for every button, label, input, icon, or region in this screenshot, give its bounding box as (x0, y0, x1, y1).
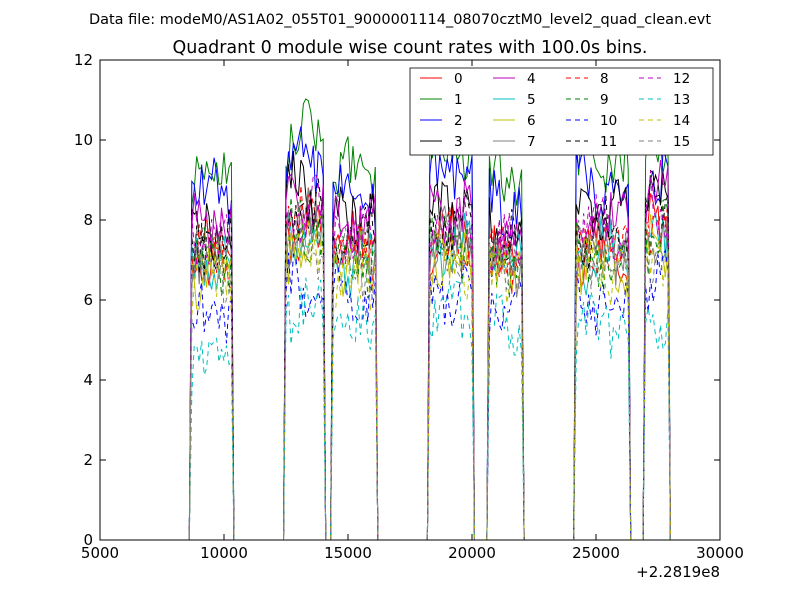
legend-label-1: 1 (454, 92, 463, 108)
legend-label-3: 3 (454, 134, 463, 150)
legend-label-10: 10 (600, 113, 617, 129)
y-tick-label: 12 (74, 51, 93, 69)
y-tick-label: 2 (83, 451, 93, 469)
legend-label-7: 7 (527, 134, 536, 150)
x-tick-label: 30000 (696, 544, 744, 562)
legend-label-5: 5 (527, 92, 536, 108)
series-line-9 (188, 197, 671, 541)
series-line-11 (188, 169, 671, 541)
legend-label-2: 2 (454, 113, 463, 129)
y-tick-label: 6 (83, 291, 93, 309)
y-tick-label: 10 (74, 131, 93, 149)
legend-label-13: 13 (673, 92, 690, 108)
x-axis: 5000 10000 15000 20000 25000 30000 (81, 60, 744, 562)
x-tick-label: 20000 (448, 544, 496, 562)
y-tick-label: 4 (83, 371, 93, 389)
x-tick-label: 10000 (200, 544, 248, 562)
x-tick-label: 25000 (572, 544, 620, 562)
y-tick-label: 8 (83, 211, 93, 229)
chart-title: Quadrant 0 module wise count rates with … (173, 38, 648, 58)
legend-label-11: 11 (600, 134, 617, 150)
legend-label-6: 6 (527, 113, 536, 129)
legend-label-0: 0 (454, 71, 463, 87)
legend-label-4: 4 (527, 71, 536, 87)
figure-suptitle: Data file: modeM0/AS1A02_055T01_90000011… (89, 12, 711, 28)
y-tick-label: 0 (83, 531, 93, 549)
legend-box (409, 67, 714, 156)
legend-label-8: 8 (600, 71, 609, 87)
legend-label-9: 9 (600, 92, 609, 108)
legend-label-14: 14 (673, 113, 690, 129)
legend-label-15: 15 (673, 134, 690, 150)
x-offset-label: +2.2819e8 (636, 563, 720, 581)
legend-label-12: 12 (673, 71, 690, 87)
x-tick-label: 15000 (324, 544, 372, 562)
x-tick-label: 5000 (81, 544, 119, 562)
